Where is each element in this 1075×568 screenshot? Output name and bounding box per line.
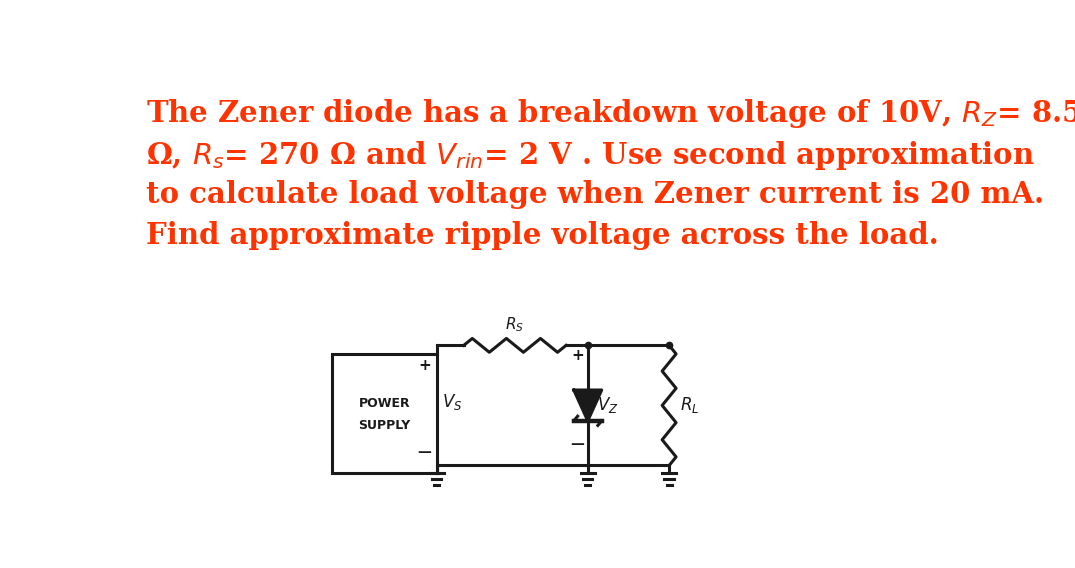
Text: The Zener diode has a breakdown voltage of 10V, $R_Z$= 8.5: The Zener diode has a breakdown voltage … (146, 98, 1075, 131)
Text: +: + (418, 358, 431, 373)
Text: +: + (571, 348, 584, 364)
Polygon shape (574, 390, 602, 421)
Text: Ω, $R_s$= 270 Ω and $V_{rin}$= 2 V . Use second approximation: Ω, $R_s$= 270 Ω and $V_{rin}$= 2 V . Use… (146, 139, 1035, 172)
Text: $V_Z$: $V_Z$ (597, 395, 618, 415)
Text: —: — (417, 445, 431, 460)
Text: SUPPLY: SUPPLY (358, 419, 411, 432)
Text: $R_L$: $R_L$ (680, 395, 700, 415)
Text: $R_S$: $R_S$ (505, 315, 525, 334)
Bar (332, 354, 436, 473)
Text: to calculate load voltage when Zener current is 20 mA.: to calculate load voltage when Zener cur… (146, 180, 1044, 209)
Text: —: — (570, 437, 584, 451)
Text: $V_S$: $V_S$ (442, 391, 462, 412)
Text: Find approximate ripple voltage across the load.: Find approximate ripple voltage across t… (146, 221, 938, 250)
Text: POWER: POWER (358, 397, 411, 410)
